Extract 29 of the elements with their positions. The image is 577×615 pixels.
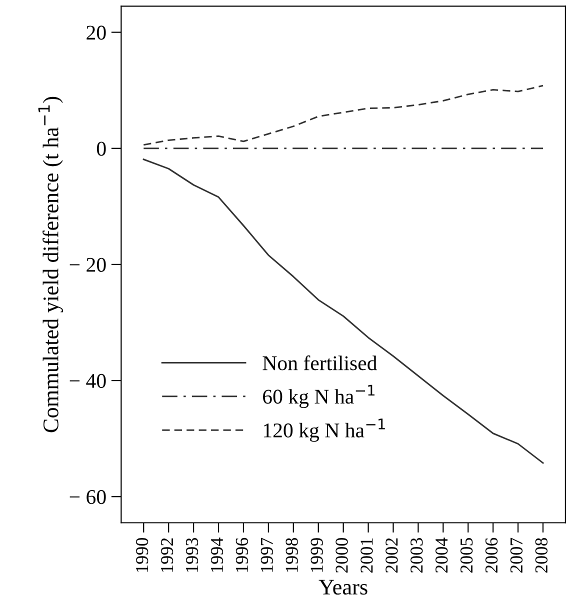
x-tick-label: 2006	[485, 538, 498, 573]
y-tick-label: − 60	[70, 490, 106, 504]
line-series	[142, 158, 544, 464]
x-tick-label: 2008	[535, 538, 548, 573]
x-tick-label: 1993	[186, 538, 198, 572]
x-tick-label: 2007	[510, 538, 523, 573]
y-tick-label: 20	[86, 26, 106, 40]
y-tick-label: − 40	[70, 374, 106, 388]
legend-label: 60 kg N ha$^{−1}$	[263, 384, 374, 408]
y-tick-label: − 20	[70, 258, 106, 272]
x-tick-label: 2003	[410, 538, 423, 573]
line-series	[142, 84, 544, 146]
x-tick-label: 1998	[286, 538, 298, 572]
x-tick-label: 2005	[460, 538, 473, 573]
x-tick-label: 1996	[236, 538, 248, 572]
x-tick-label: 2004	[435, 538, 448, 573]
x-tick-label: 1990	[136, 538, 148, 572]
x-tick-label: 2001	[360, 538, 373, 573]
x-tick-label: 1992	[160, 538, 174, 572]
x-axis-title: Years	[318, 580, 368, 595]
y-axis-title: Commulated yield difference (t ha$^{−1}$)	[38, 96, 63, 432]
legend-label: Non fertilised	[262, 355, 378, 370]
x-tick-label: 1997	[260, 538, 273, 572]
x-tick-label: 1999	[310, 538, 323, 572]
x-tick-label: 1994	[210, 538, 224, 572]
y-tick-label: 0	[96, 142, 106, 156]
x-tick-label: 2002	[386, 538, 398, 573]
legend-label: 120 kg N ha$^{−1}$	[264, 418, 385, 442]
x-tick-label: 2000	[336, 538, 348, 573]
